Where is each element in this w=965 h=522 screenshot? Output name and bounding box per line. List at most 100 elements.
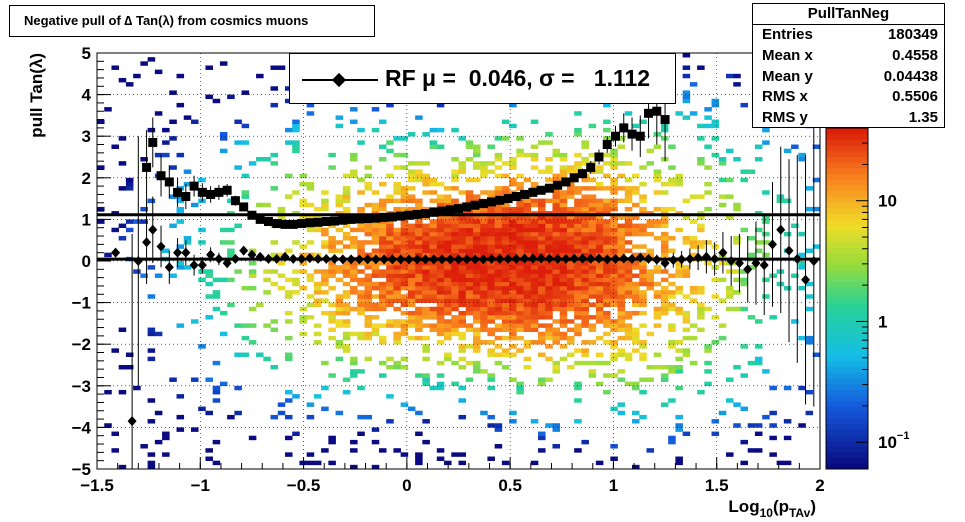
heatmap-cell: [588, 206, 597, 212]
heatmap-cell: [270, 186, 279, 191]
heatmap-cell: [523, 265, 532, 270]
heatmap-cell: [566, 227, 575, 233]
heatmap-cell: [588, 273, 597, 278]
heatmap-cell: [378, 306, 387, 312]
sigma-point: [619, 123, 629, 133]
heatmap-cell: [639, 294, 647, 299]
heatmap-cell: [603, 360, 611, 366]
heatmap-cell: [415, 452, 423, 457]
heatmap-cell: [624, 277, 633, 283]
heatmap-cell: [451, 298, 459, 303]
heatmap-cell: [364, 414, 373, 420]
heatmap-cell: [552, 427, 561, 432]
heatmap-cell: [581, 273, 589, 278]
heatmap-cell: [494, 344, 503, 349]
heatmap-cell: [545, 294, 553, 299]
heatmap-cell: [313, 206, 322, 212]
heatmap-cell: [436, 281, 445, 287]
heatmap-cell: [227, 414, 235, 420]
heatmap-cell: [465, 177, 474, 183]
heatmap-cell: [436, 144, 445, 149]
heatmap-cell: [176, 261, 185, 266]
mean-point: [561, 253, 571, 264]
heatmap-cell: [444, 265, 452, 270]
heatmap-cell: [697, 65, 705, 70]
heatmap-cell: [386, 227, 394, 233]
heatmap-cell: [480, 298, 488, 303]
heatmap-cell: [595, 223, 604, 229]
heatmap-cell: [494, 244, 503, 249]
heatmap-cell: [458, 265, 467, 270]
heatmap-cell: [465, 240, 474, 245]
heatmap-cell: [559, 244, 568, 249]
heatmap-cell: [501, 202, 510, 208]
heatmap-cell: [487, 348, 495, 353]
heatmap-cell: [617, 273, 626, 278]
heatmap-cell: [284, 277, 293, 283]
heatmap-cell: [603, 373, 611, 378]
heatmap-cell: [400, 223, 409, 229]
colorbar-bin: [826, 156, 868, 163]
heatmap-cell: [523, 231, 532, 237]
heatmap-cell: [494, 269, 503, 274]
heatmap-cell: [595, 202, 604, 208]
heatmap-cell: [552, 219, 561, 224]
heatmap-cell: [458, 161, 467, 166]
heatmap-cell: [321, 385, 329, 391]
mean-point: [214, 253, 224, 264]
heatmap-cell: [509, 157, 517, 162]
heatmap-cell: [588, 248, 597, 253]
heatmap-cell: [335, 248, 344, 253]
heatmap-cell: [357, 127, 365, 133]
heatmap-cell: [480, 190, 488, 195]
heatmap-cell: [783, 198, 792, 204]
heatmap-cell: [335, 410, 344, 416]
sigma-point: [503, 194, 513, 204]
heatmap-cell: [480, 215, 488, 220]
heatmap-cell: [277, 65, 286, 70]
heatmap-cell: [429, 231, 438, 237]
heatmap-cell: [480, 206, 488, 212]
heatmap-cell: [718, 298, 727, 303]
heatmap-cell: [530, 460, 539, 466]
heatmap-cell: [523, 215, 532, 220]
heatmap-cell: [588, 315, 597, 320]
heatmap-cell: [350, 464, 358, 470]
heatmap-cell: [451, 244, 459, 249]
heatmap-cell: [545, 423, 553, 428]
heatmap-cell: [545, 269, 553, 274]
heatmap-cell: [675, 385, 683, 391]
heatmap-cell: [509, 165, 517, 170]
heatmap-cell: [458, 169, 467, 174]
heatmap-cell: [190, 119, 199, 125]
heatmap-cell: [321, 290, 329, 295]
heatmap-cell: [162, 152, 170, 158]
heatmap-cell: [472, 144, 481, 149]
heatmap-cell: [530, 269, 539, 274]
heatmap-cell: [321, 202, 329, 208]
heatmap-cell: [610, 252, 618, 258]
heatmap-cell: [415, 373, 423, 378]
heatmap-cell: [378, 227, 387, 233]
heatmap-cell: [422, 236, 430, 241]
heatmap-cell: [407, 323, 416, 328]
heatmap-cell: [111, 348, 119, 353]
heatmap-cell: [501, 306, 510, 312]
heatmap-cell: [516, 323, 524, 328]
heatmap-cell: [487, 273, 495, 278]
heatmap-cell: [538, 294, 546, 299]
heatmap-cell: [371, 190, 380, 195]
heatmap-cell: [639, 181, 647, 187]
heatmap-cell: [559, 269, 568, 274]
x-tick-label: −1: [191, 476, 210, 495]
heatmap-cell: [487, 227, 495, 233]
heatmap-cell: [610, 285, 618, 291]
heatmap-cell: [617, 248, 626, 253]
heatmap-cell: [682, 310, 691, 316]
heatmap-cell: [668, 165, 676, 170]
heatmap-cell: [480, 223, 488, 229]
heatmap-cell: [422, 348, 430, 353]
heatmap-cell: [501, 240, 510, 245]
heatmap-cell: [682, 273, 691, 278]
heatmap-cell: [429, 223, 438, 229]
